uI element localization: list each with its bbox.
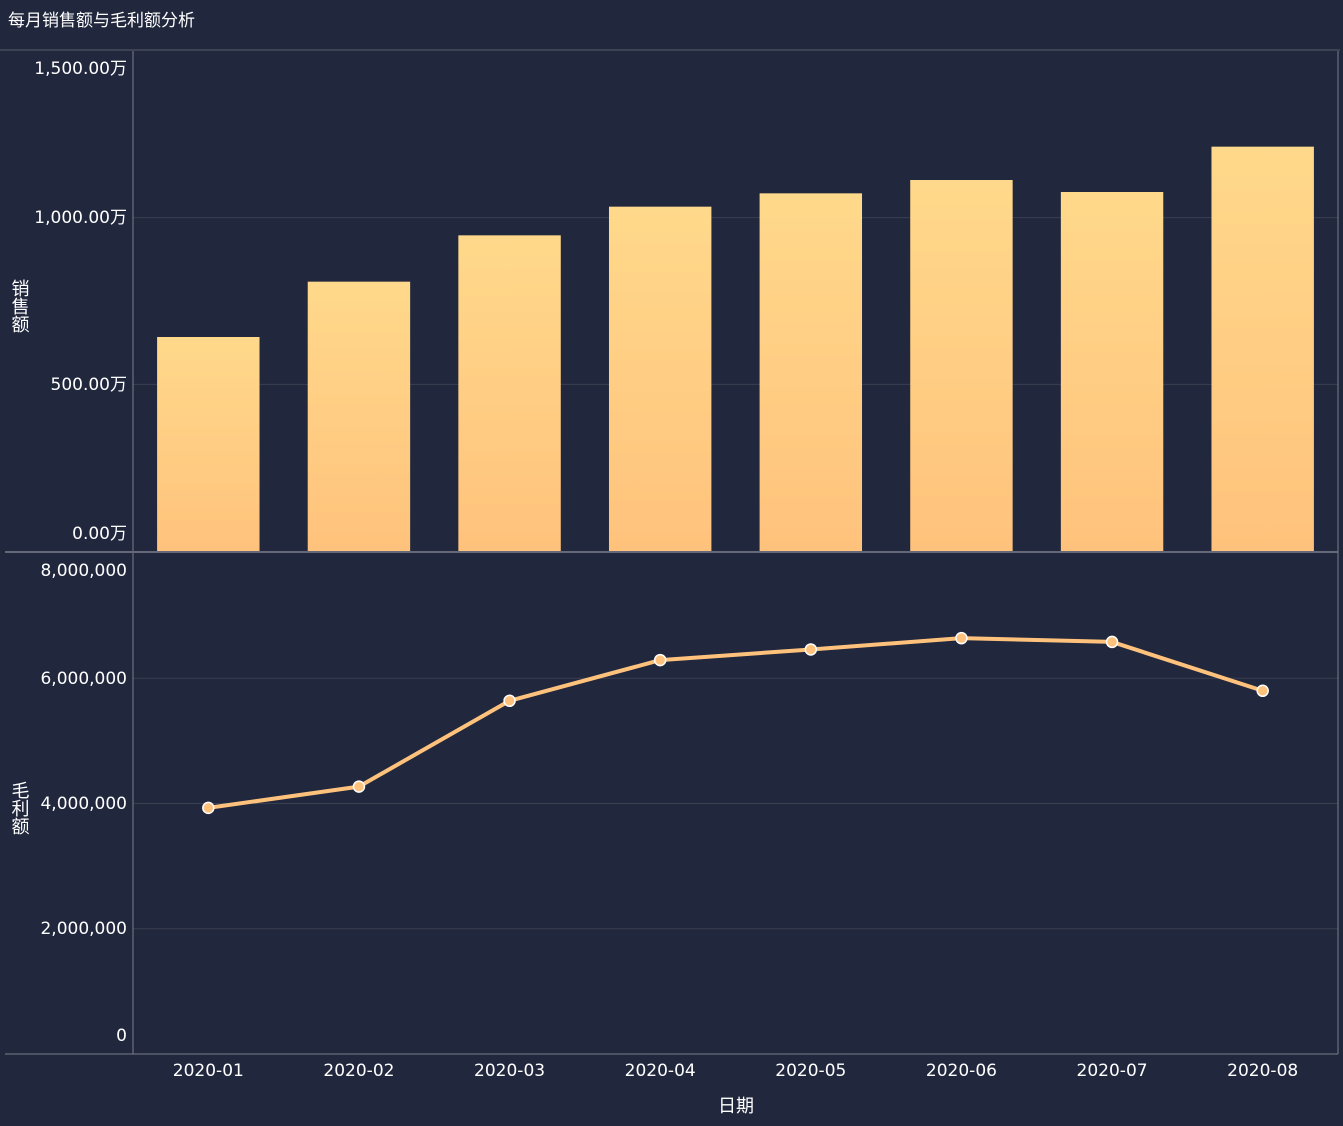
bar-y-tick-label: 1,000.00万: [34, 208, 127, 228]
line-y-tick-label: 4,000,000: [40, 794, 127, 814]
line-point-2020-05: [804, 643, 818, 656]
line-y-axis-label: 毛利额: [9, 781, 30, 835]
line-y-tick-label: 8,000,000: [40, 561, 127, 581]
line-point-2020-07: [1105, 635, 1119, 649]
x-tick-label: 2020-08: [1227, 1061, 1298, 1081]
line-point-2020-04: [653, 653, 667, 667]
line-point-2020-06: [955, 631, 968, 645]
label-layer: 0.00万 500.00万 1,000.00万 1,500.00万 0 2,000,000…: [34, 59, 1298, 1081]
chart-title: 每月销售额与毛利额分析: [8, 11, 195, 31]
x-tick-label: 2020-07: [1077, 1061, 1148, 1081]
line-path: [206, 636, 1265, 810]
bar-y-tick-label: 0.00万: [72, 524, 127, 544]
x-tick-label: 2020-02: [323, 1061, 394, 1081]
line-y-tick-label: 6,000,000: [40, 669, 127, 689]
line-series: [202, 631, 1269, 815]
line-point-2020-01: [202, 801, 215, 815]
line-point-2020-08: [1256, 684, 1269, 698]
bar-series: [157, 146, 1314, 552]
x-tick-label: 2020-05: [775, 1061, 846, 1081]
bar-y-axis-label: 销售额: [9, 279, 30, 333]
bar-2020-02: [307, 281, 411, 551]
line-y-tick-label: 0: [116, 1026, 127, 1046]
x-tick-label: 2020-06: [926, 1061, 997, 1081]
bar-2020-08: [1211, 146, 1314, 551]
x-tick-label: 2020-01: [173, 1061, 244, 1081]
x-tick-label: 2020-03: [474, 1061, 545, 1081]
line-point-2020-03: [503, 694, 516, 708]
bar-y-tick-label: 1,500.00万: [34, 59, 127, 79]
bar-2020-01: [157, 337, 260, 551]
bar-2020-03: [458, 235, 561, 552]
line-point-2020-02: [352, 780, 366, 793]
bar-2020-04: [608, 206, 712, 551]
x-tick-label: 2020-04: [625, 1061, 696, 1081]
bar-y-tick-label: 500.00万: [51, 375, 127, 395]
bar-2020-07: [1060, 192, 1164, 551]
bar-2020-05: [759, 193, 863, 552]
line-y-tick-label: 2,000,000: [40, 919, 127, 939]
x-axis-label: 日期: [718, 1096, 754, 1117]
axis-layer: [5, 51, 1339, 1055]
bar-2020-06: [910, 180, 1013, 551]
